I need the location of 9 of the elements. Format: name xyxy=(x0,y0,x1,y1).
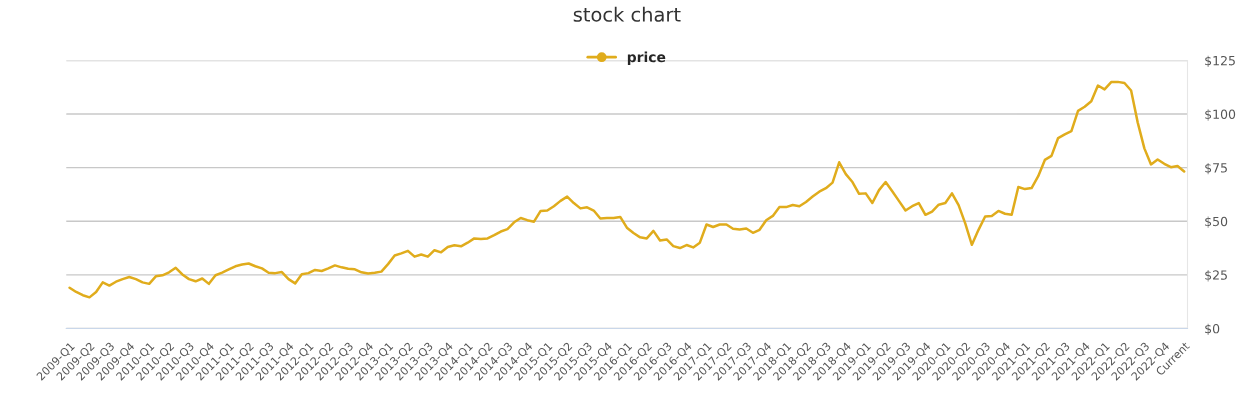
line-series xyxy=(68,80,1186,299)
y-tick-label: $50 xyxy=(1205,216,1228,228)
y-tick-label: $25 xyxy=(1205,270,1227,282)
y-tick-label: $0 xyxy=(1205,323,1220,336)
y-tick-label: $100 xyxy=(1205,109,1236,121)
y-tick-label: $125 xyxy=(1205,55,1235,68)
chart-title: stock chart xyxy=(573,6,681,22)
legend-label: price xyxy=(627,51,666,65)
y-tick-label: $75 xyxy=(1205,162,1227,175)
